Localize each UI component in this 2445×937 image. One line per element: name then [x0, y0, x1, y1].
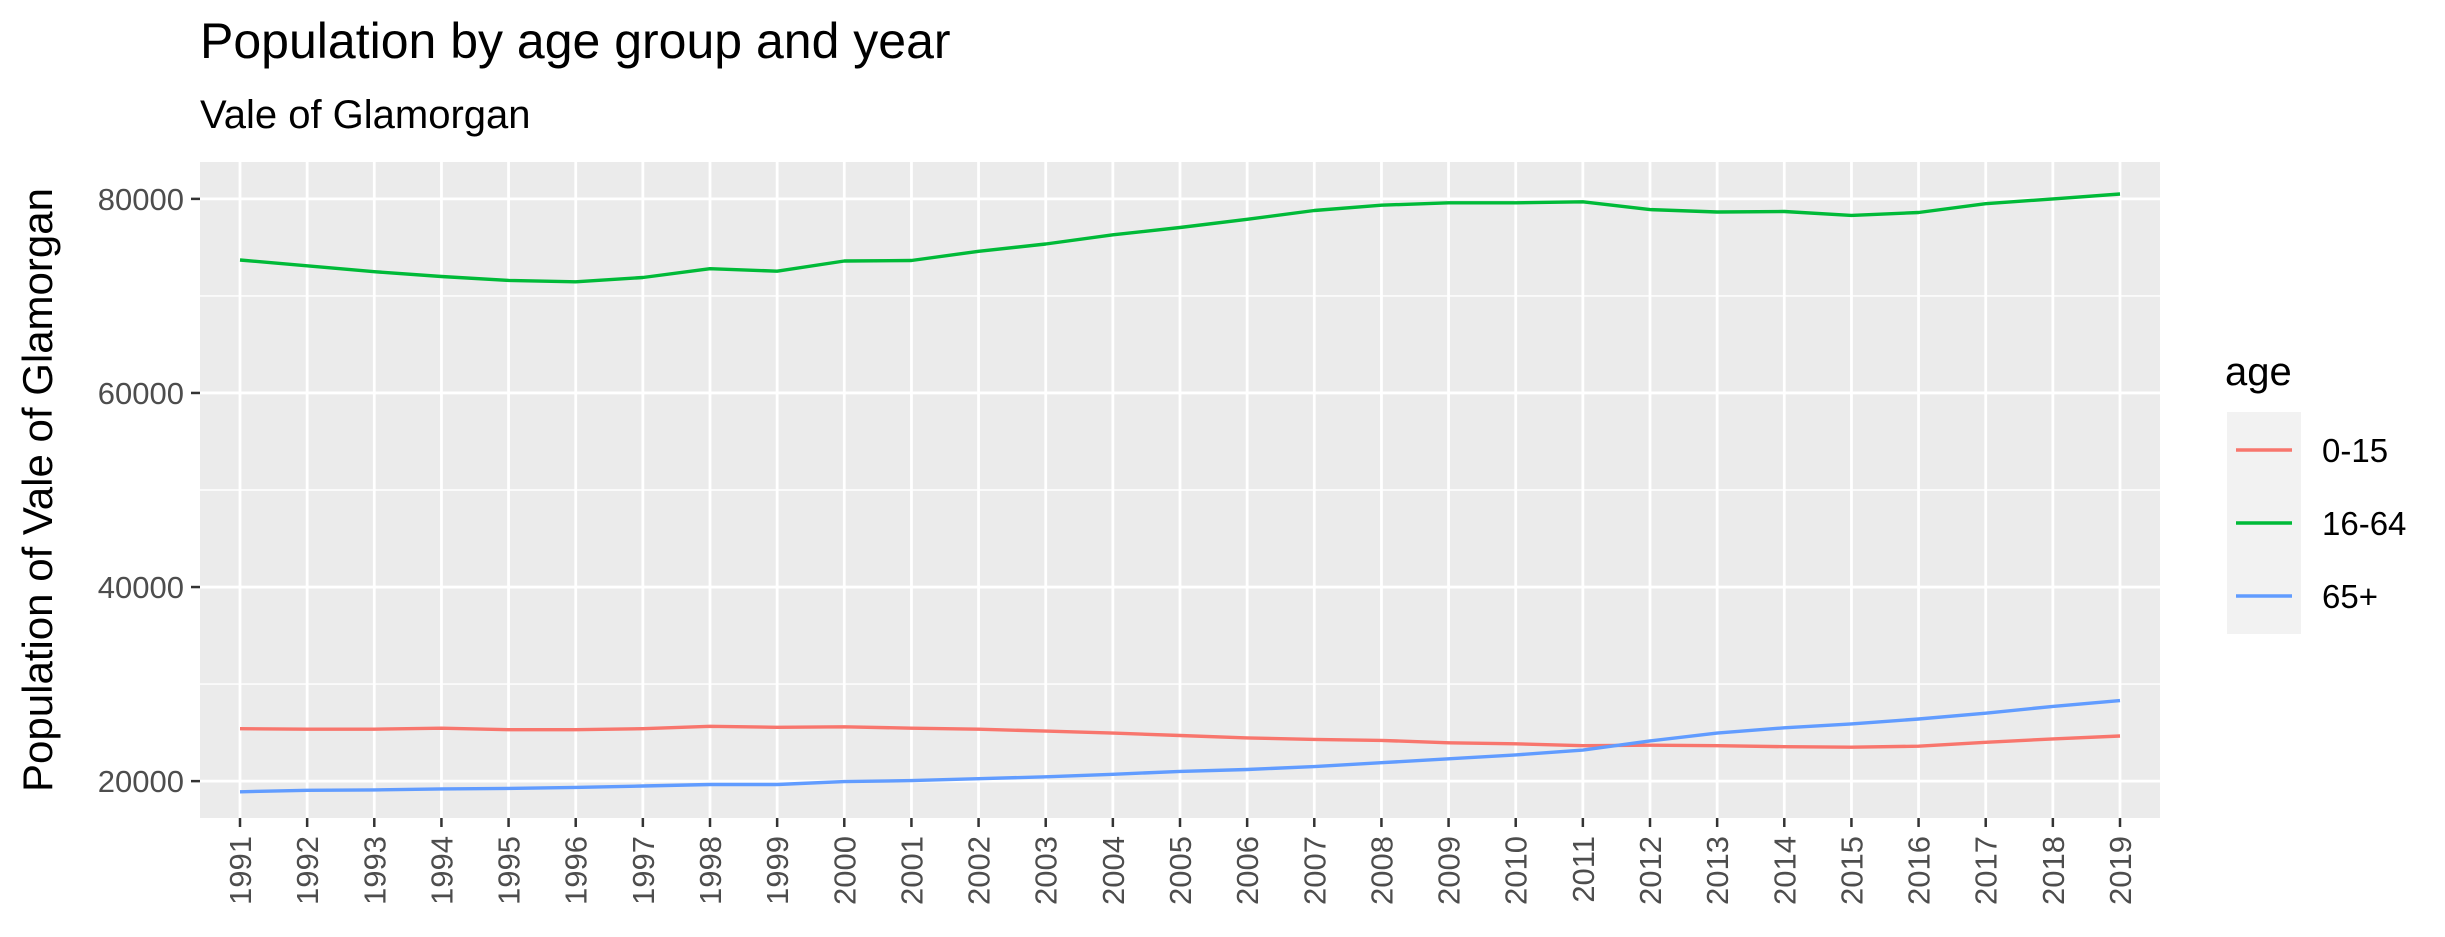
x-tick-label: 1996 [559, 836, 594, 905]
x-tick-label: 2011 [1566, 836, 1601, 903]
y-tick-label: 80000 [98, 182, 184, 217]
x-tick-label: 2002 [962, 836, 997, 905]
x-tick-label: 2016 [1902, 836, 1937, 905]
x-tick-label: 1995 [492, 836, 527, 905]
x-tick-label: 1991 [223, 836, 258, 905]
x-axis-ticks: 1991 1992 1993 1994 1995 1996 1997 1998 1999 2000… [223, 818, 2138, 905]
legend: 0-15 16-64 65+ [2236, 432, 2406, 615]
legend-title: age [2225, 350, 2292, 394]
x-tick-label: 2000 [827, 836, 862, 905]
legend-label: 16-64 [2322, 505, 2406, 542]
x-tick-label: 2009 [1432, 836, 1467, 905]
x-tick-label: 2007 [1297, 836, 1332, 905]
x-tick-label: 2017 [1969, 836, 2004, 905]
y-tick-label: 40000 [98, 570, 184, 605]
x-tick-label: 2005 [1163, 836, 1198, 905]
x-tick-label: 2004 [1096, 836, 1131, 905]
y-tick-label: 20000 [98, 764, 184, 799]
legend-label: 65+ [2322, 578, 2378, 615]
y-axis-ticks: 20000 40000 60000 80000 [98, 182, 200, 799]
x-tick-label: 2008 [1364, 836, 1399, 905]
major-gridlines [200, 162, 2160, 818]
x-tick-label: 1999 [760, 836, 795, 905]
x-tick-label: 2018 [2036, 836, 2071, 905]
x-tick-label: 2019 [2103, 836, 2138, 905]
x-tick-label: 1998 [693, 836, 728, 905]
x-tick-label: 2015 [1834, 836, 1869, 905]
x-tick-label: 2013 [1700, 836, 1735, 905]
y-axis-title: Population of Vale of Glamorgan [14, 188, 61, 792]
chart-subtitle: Vale of Glamorgan [200, 93, 531, 137]
y-tick-label: 60000 [98, 376, 184, 411]
chart-title: Population by age group and year [200, 13, 951, 69]
x-tick-label: 2006 [1230, 836, 1265, 905]
series-line-16-64 [239, 192, 2121, 284]
legend-label: 0-15 [2322, 432, 2388, 469]
x-tick-label: 1997 [626, 836, 661, 905]
x-tick-label: 2014 [1767, 836, 1802, 905]
x-tick-label: 1992 [290, 836, 325, 905]
x-tick-label: 2001 [894, 836, 929, 905]
series-line-0-15 [239, 724, 2121, 749]
x-tick-label: 1993 [357, 836, 392, 905]
x-tick-label: 2003 [1029, 836, 1064, 905]
x-tick-label: 2010 [1499, 836, 1534, 905]
series-line-65+ [239, 698, 2121, 794]
series-lines [239, 192, 2121, 794]
x-tick-label: 2012 [1633, 836, 1668, 905]
x-tick-label: 1994 [424, 836, 459, 905]
